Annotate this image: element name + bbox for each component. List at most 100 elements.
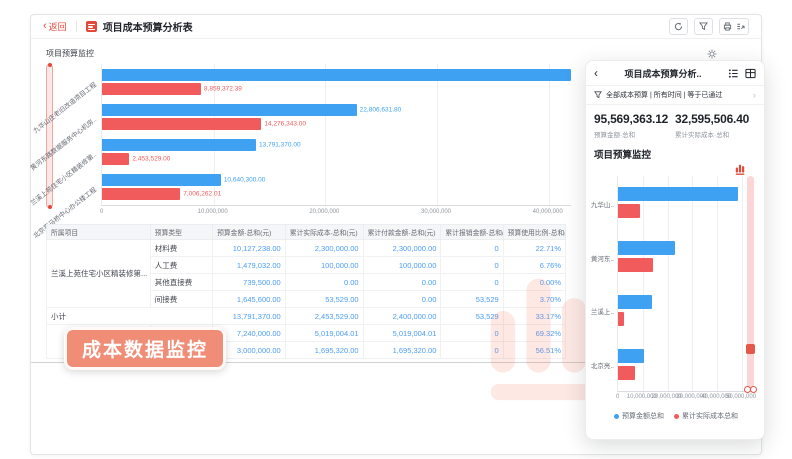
chart-bar[interactable] (102, 153, 130, 166)
table-value-cell[interactable]: 0 (440, 273, 504, 291)
axis-tick-label: 40,000,000 (532, 209, 563, 215)
chart-bar[interactable] (102, 68, 571, 81)
table-value-cell[interactable]: 0 (440, 256, 504, 274)
table-value-cell[interactable]: 0 (440, 239, 504, 257)
table-value-cell[interactable]: 1,695,320.00 (284, 341, 364, 359)
back-label: 返回 (48, 22, 67, 32)
table-value-cell[interactable]: 2,300,000.00 (362, 239, 442, 257)
project-name-cell: 兰溪上苑住宅小区精装修第... (46, 239, 151, 308)
cost-monitoring-sticker: 成本数据监控 (64, 327, 227, 370)
legend-item[interactable]: 累计实际成本总和 (674, 411, 738, 421)
table-value-cell[interactable]: 2,300,000.00 (284, 239, 364, 257)
datazoom-bottom-handle[interactable] (47, 205, 52, 209)
table-value-cell[interactable]: 1,695,320.00 (362, 341, 442, 359)
sort-list-icon[interactable] (728, 68, 739, 79)
mobile-filter-bar[interactable]: 全部成本预算 | 所有时间 | 等于已通过 › (586, 85, 764, 105)
legend-item[interactable]: 预算金额总和 (614, 411, 664, 421)
bar-value-label: 8,859,372.39 (203, 85, 242, 93)
table-value-cell[interactable]: 10,127,238.00 (212, 239, 286, 257)
table-value-cell[interactable]: 53,529 (440, 307, 504, 325)
axis-tick-label: 40,000,000 (701, 394, 732, 400)
table-value-cell[interactable]: 69.32% (502, 324, 567, 342)
table-value-cell[interactable]: 56.51% (502, 341, 567, 359)
chart-bar[interactable] (102, 82, 201, 95)
chart-bar[interactable] (618, 258, 654, 273)
mobile-title: 项目成本预算分析.. (624, 68, 702, 79)
chart-settings-gear-icon[interactable] (707, 46, 717, 64)
gridline (325, 64, 327, 205)
mobile-back-button[interactable]: ‹ (594, 66, 598, 80)
table-value-cell[interactable]: 0 (440, 341, 504, 359)
table-value-cell[interactable]: 7,240,000.00 (212, 324, 286, 342)
table-value-cell[interactable]: 5,019,004.01 (362, 324, 442, 342)
gridline (437, 64, 438, 205)
table-value-cell[interactable]: 3.70% (502, 290, 567, 308)
display-settings-button[interactable] (719, 18, 749, 35)
table-value-cell[interactable]: 0 (440, 324, 504, 342)
chart-bar[interactable] (618, 241, 675, 256)
table-value-cell[interactable]: 33.17% (502, 307, 567, 325)
table-row: 兰溪上苑住宅小区精装修第... 材料费 10,127,238.00 2,300,000… (46, 239, 567, 308)
chart-bar[interactable] (102, 117, 262, 130)
table-value-cell[interactable]: 5,019,004.01 (284, 324, 364, 342)
bar-value-label: 7,006,262.01 (183, 190, 222, 198)
subtotal-row: 小计 13,791,370.00 2,453,529.00 2,400,000.00 5… (45, 307, 567, 325)
table-value-cell[interactable]: 100,000.00 (362, 256, 442, 274)
chart-bar[interactable] (618, 294, 653, 309)
table-value-cell[interactable]: 53,529.00 (284, 290, 364, 308)
scrollbar-end-handle[interactable] (750, 386, 757, 393)
table-value-cell[interactable]: 0.00 (284, 273, 364, 291)
chevron-right-icon: › (753, 90, 756, 100)
mobile-chart-legend: 预算金额总和 累计实际成本总和 (586, 411, 764, 421)
table-value-cell[interactable]: 6.76% (502, 256, 567, 274)
chart-bar[interactable] (102, 174, 221, 187)
table-value-cell[interactable]: 53,529 (440, 290, 504, 308)
axis-tick-label: 0 (615, 394, 620, 400)
chart-bar[interactable] (102, 188, 181, 201)
chart-datazoom-slider[interactable] (46, 63, 53, 209)
chart-bar[interactable] (618, 204, 640, 219)
axis-tick-label: 30,000,000 (676, 394, 707, 400)
chart-bar[interactable] (618, 187, 738, 202)
table-value-cell[interactable]: 0.00 (362, 290, 442, 308)
chart-bar[interactable] (618, 348, 645, 363)
table-value-cell[interactable]: 13,791,370.00 (212, 307, 286, 325)
gridline (642, 176, 644, 391)
filter-button[interactable] (694, 18, 713, 35)
table-value-cell[interactable]: 1,479,032.00 (212, 256, 286, 274)
mobile-chart-plot (617, 176, 747, 392)
mobile-chart-scrollbar[interactable] (744, 176, 757, 393)
chart-category-label: 九华山.. (590, 201, 614, 209)
table-value-cell[interactable]: 22.71% (502, 239, 567, 257)
bar-value-label: 13,791,370.00 (259, 141, 301, 149)
chart-category-label: 北京亮.. (590, 363, 614, 371)
back-button[interactable]: ‹ 返回 (43, 20, 67, 33)
refresh-button[interactable] (669, 18, 688, 35)
chart-bar[interactable] (618, 311, 625, 326)
legend-swatch (614, 413, 619, 419)
stat-budget-total: 95,569,363.12 预算金额·总和 (594, 112, 675, 139)
table-value-cell[interactable]: 0.00% (502, 273, 567, 291)
table-value-cell[interactable]: 739,500.00 (212, 273, 286, 291)
bar-value-label: 22,806,631.80 (359, 106, 402, 114)
chart-bar[interactable] (618, 365, 636, 380)
stat-value: 32,595,506.40 (675, 112, 750, 126)
table-value-cell[interactable]: 2,400,000.00 (362, 307, 442, 325)
table-value-cell[interactable]: 100,000.00 (284, 256, 364, 274)
stat-label: 预算金额·总和 (594, 132, 636, 139)
table-grid-icon[interactable] (745, 68, 756, 79)
mobile-stats: 95,569,363.12 预算金额·总和 32,595,506.40 累计实际… (586, 105, 764, 144)
filter-funnel-icon (594, 91, 602, 99)
table-value-cell[interactable]: 2,453,529.00 (284, 307, 364, 325)
chart-bar[interactable] (102, 103, 357, 116)
table-value-cell[interactable]: 3,000,000.00 (212, 341, 286, 359)
chart-category-label: 兰溪上.. (590, 309, 614, 317)
filter-funnel-icon (699, 22, 708, 31)
table-value-cell[interactable]: 1,645,600.00 (212, 290, 286, 308)
datazoom-top-handle[interactable] (47, 63, 52, 67)
scrollbar-handle[interactable] (746, 344, 755, 354)
bar-value-label: 2,453,529.00 (132, 155, 171, 163)
bar-value-label: 14,276,343.00 (264, 120, 306, 128)
table-value-cell[interactable]: 0.00 (362, 273, 442, 291)
chart-bar[interactable] (102, 139, 256, 152)
